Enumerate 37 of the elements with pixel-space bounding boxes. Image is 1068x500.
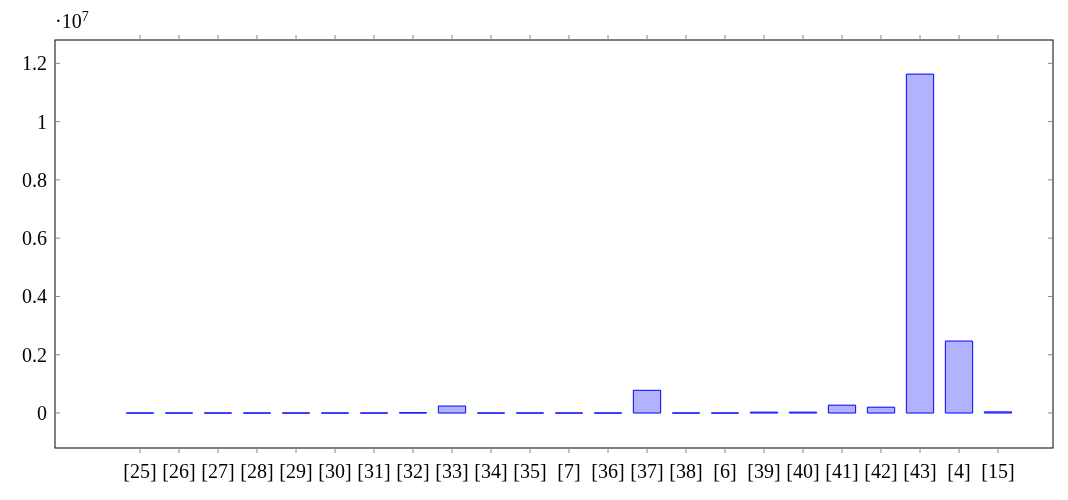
x-tick-label: [31]: [357, 460, 391, 482]
x-tick-label: [30]: [318, 460, 352, 482]
x-tick-label: [25]: [123, 460, 157, 482]
x-tick-label: [29]: [279, 460, 313, 482]
x-tick-label: [28]: [240, 460, 274, 482]
x-tick-label: [7]: [557, 460, 581, 482]
x-tick-label: [35]: [513, 460, 547, 482]
bar: [827, 404, 857, 414]
x-tick-label: [40]: [786, 460, 820, 482]
x-tick-label: [6]: [713, 460, 737, 482]
bar: [944, 340, 974, 414]
bar: [437, 405, 467, 414]
x-tick-label: [4]: [947, 460, 971, 482]
y-tick-label: 1: [37, 110, 47, 133]
y-tick-label: 0.6: [22, 227, 47, 250]
bar: [632, 389, 662, 414]
x-tick-label: [26]: [162, 460, 196, 482]
x-tick-label: [39]: [747, 460, 781, 482]
x-tick-label: [43]: [903, 460, 937, 482]
x-tick-label: [15]: [981, 460, 1015, 482]
y-tick-label: 0.2: [22, 343, 47, 366]
x-tick-label: [32]: [396, 460, 430, 482]
y-tick-label: 0.8: [22, 168, 47, 191]
text: ·10$^{7}$: [55, 8, 89, 32]
bar: [866, 406, 896, 414]
y-tick-label: 0: [37, 402, 47, 425]
x-tick-label: [42]: [864, 460, 898, 482]
x-tick-label: [33]: [435, 460, 469, 482]
y-tick-label: 0.4: [22, 285, 47, 308]
bar: [905, 73, 935, 414]
x-tick-label: [41]: [825, 460, 859, 482]
x-tick-label: [27]: [201, 460, 235, 482]
x-tick-label: [37]: [630, 460, 664, 482]
x-tick-label: [34]: [474, 460, 508, 482]
x-tick-label: [38]: [669, 460, 703, 482]
x-tick-label: [36]: [591, 460, 625, 482]
y-tick-label: 1.2: [22, 52, 47, 75]
